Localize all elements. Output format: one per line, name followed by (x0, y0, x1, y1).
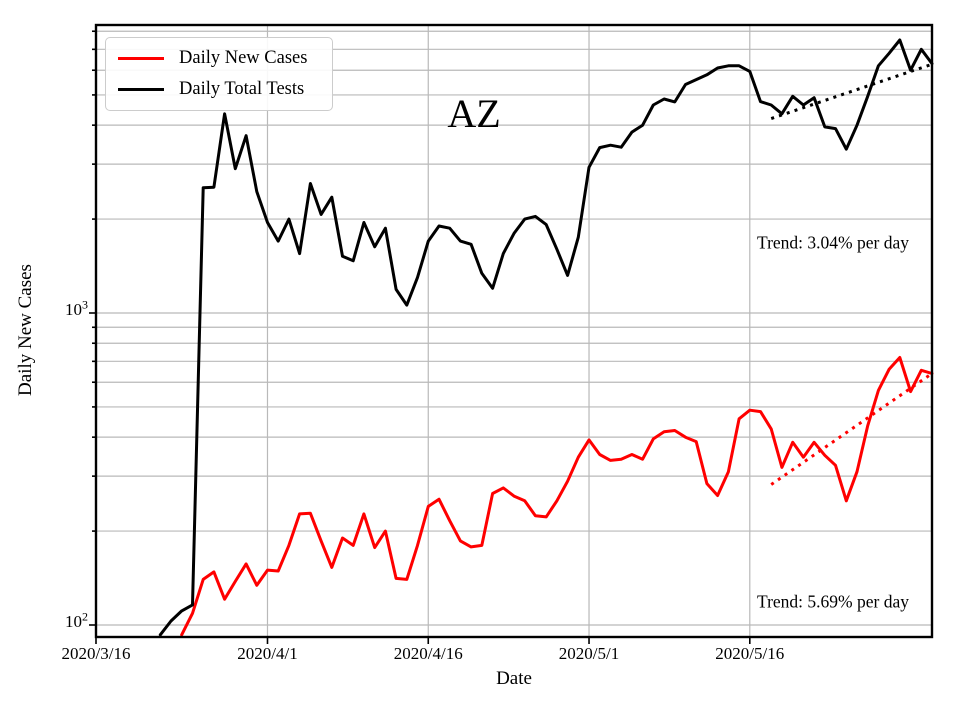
chart-title: AZ (447, 91, 501, 136)
trend-annotation-tests: Trend: 3.04% per day (757, 232, 909, 253)
red-line-swatch-icon (118, 57, 164, 60)
series-daily-new-cases (180, 356, 934, 637)
x-tick-label: 2020/5/1 (558, 644, 620, 663)
y-axis-label: Daily New Cases (15, 264, 36, 396)
legend-item-daily-total-tests: Daily Total Tests (106, 74, 332, 105)
trend-line-daily-new-cases (770, 372, 933, 486)
x-tick-label: 2020/4/16 (393, 644, 463, 663)
y-tick-label: 102 (65, 609, 88, 631)
x-tick-label: 2020/5/16 (715, 644, 785, 663)
x-axis-label: Date (496, 668, 532, 689)
black-line-swatch-icon (118, 88, 164, 91)
legend-label: Daily Total Tests (179, 79, 305, 99)
plot-border (94, 23, 934, 639)
y-tick-label: 103 (65, 297, 88, 319)
trend-annotation-cases: Trend: 5.69% per day (757, 591, 909, 612)
trend-line-daily-total-tests (770, 62, 933, 120)
legend-item-daily-new-cases: Daily New Cases (106, 43, 332, 74)
x-tick-label: 2020/4/1 (237, 644, 298, 663)
legend-label: Daily New Cases (179, 48, 308, 68)
legend: Daily New Cases Daily Total Tests (105, 37, 333, 111)
x-tick-label: 2020/3/16 (61, 644, 131, 663)
series-daily-total-tests (158, 38, 934, 637)
